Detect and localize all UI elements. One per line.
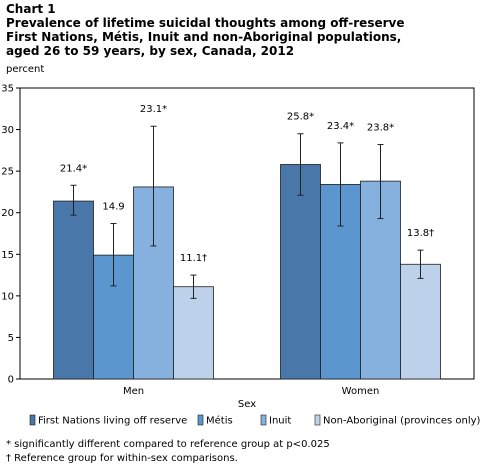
data-label: 11.1† (180, 253, 207, 264)
category-label: Men (123, 386, 144, 397)
y-tick-label: 25 (1, 167, 14, 178)
legend-label: Non-Aboriginal (provinces only) (323, 416, 481, 427)
legend-swatch (29, 414, 36, 426)
y-tick-label: 15 (1, 250, 14, 261)
legend-swatch (260, 414, 267, 426)
bar (280, 164, 321, 380)
bar (400, 263, 441, 380)
bar (173, 286, 214, 380)
data-label: 25.8* (287, 112, 314, 123)
y-tick-label: 10 (1, 291, 14, 302)
y-tick-label: 20 (1, 208, 14, 219)
plot-frame (19, 87, 475, 380)
y-tick-label: 5 (8, 333, 14, 344)
chart-title-line-2: First Nations, Métis, Inuit and non-Abor… (6, 30, 402, 44)
y-tick-label: 30 (1, 125, 14, 136)
chart-title-line-3: aged 26 to 59 years, by sex, Canada, 201… (6, 44, 295, 58)
bar (53, 200, 94, 380)
legend-label: Inuit (269, 416, 291, 427)
chart-title: Prevalence of lifetime suicidal thoughts… (6, 16, 486, 58)
footnote-reference: † Reference group for within-sex compari… (6, 453, 238, 464)
category-label: Women (342, 386, 380, 397)
data-label: 23.8* (367, 123, 394, 134)
legend-label: Métis (206, 415, 233, 427)
y-axis-label: percent (6, 64, 45, 75)
x-axis-label: Sex (238, 399, 256, 410)
y-tick-label: 35 (1, 84, 14, 95)
data-label: 23.1* (140, 104, 167, 115)
data-label: 13.8† (407, 228, 434, 239)
footnotes: * significantly different compared to re… (6, 438, 330, 466)
chart-title-line-1: Prevalence of lifetime suicidal thoughts… (6, 16, 405, 30)
legend-label: First Nations living off reserve (38, 416, 187, 427)
data-label: 23.4* (327, 121, 354, 132)
data-label: 14.9 (102, 202, 124, 213)
footnote-significance: * significantly different compared to re… (6, 439, 330, 450)
data-label: 21.4* (60, 163, 87, 174)
legend-swatch (314, 414, 321, 426)
chart-label: Chart 1 (6, 2, 56, 16)
y-tick-label: 0 (8, 375, 14, 386)
legend-swatch (197, 414, 204, 426)
